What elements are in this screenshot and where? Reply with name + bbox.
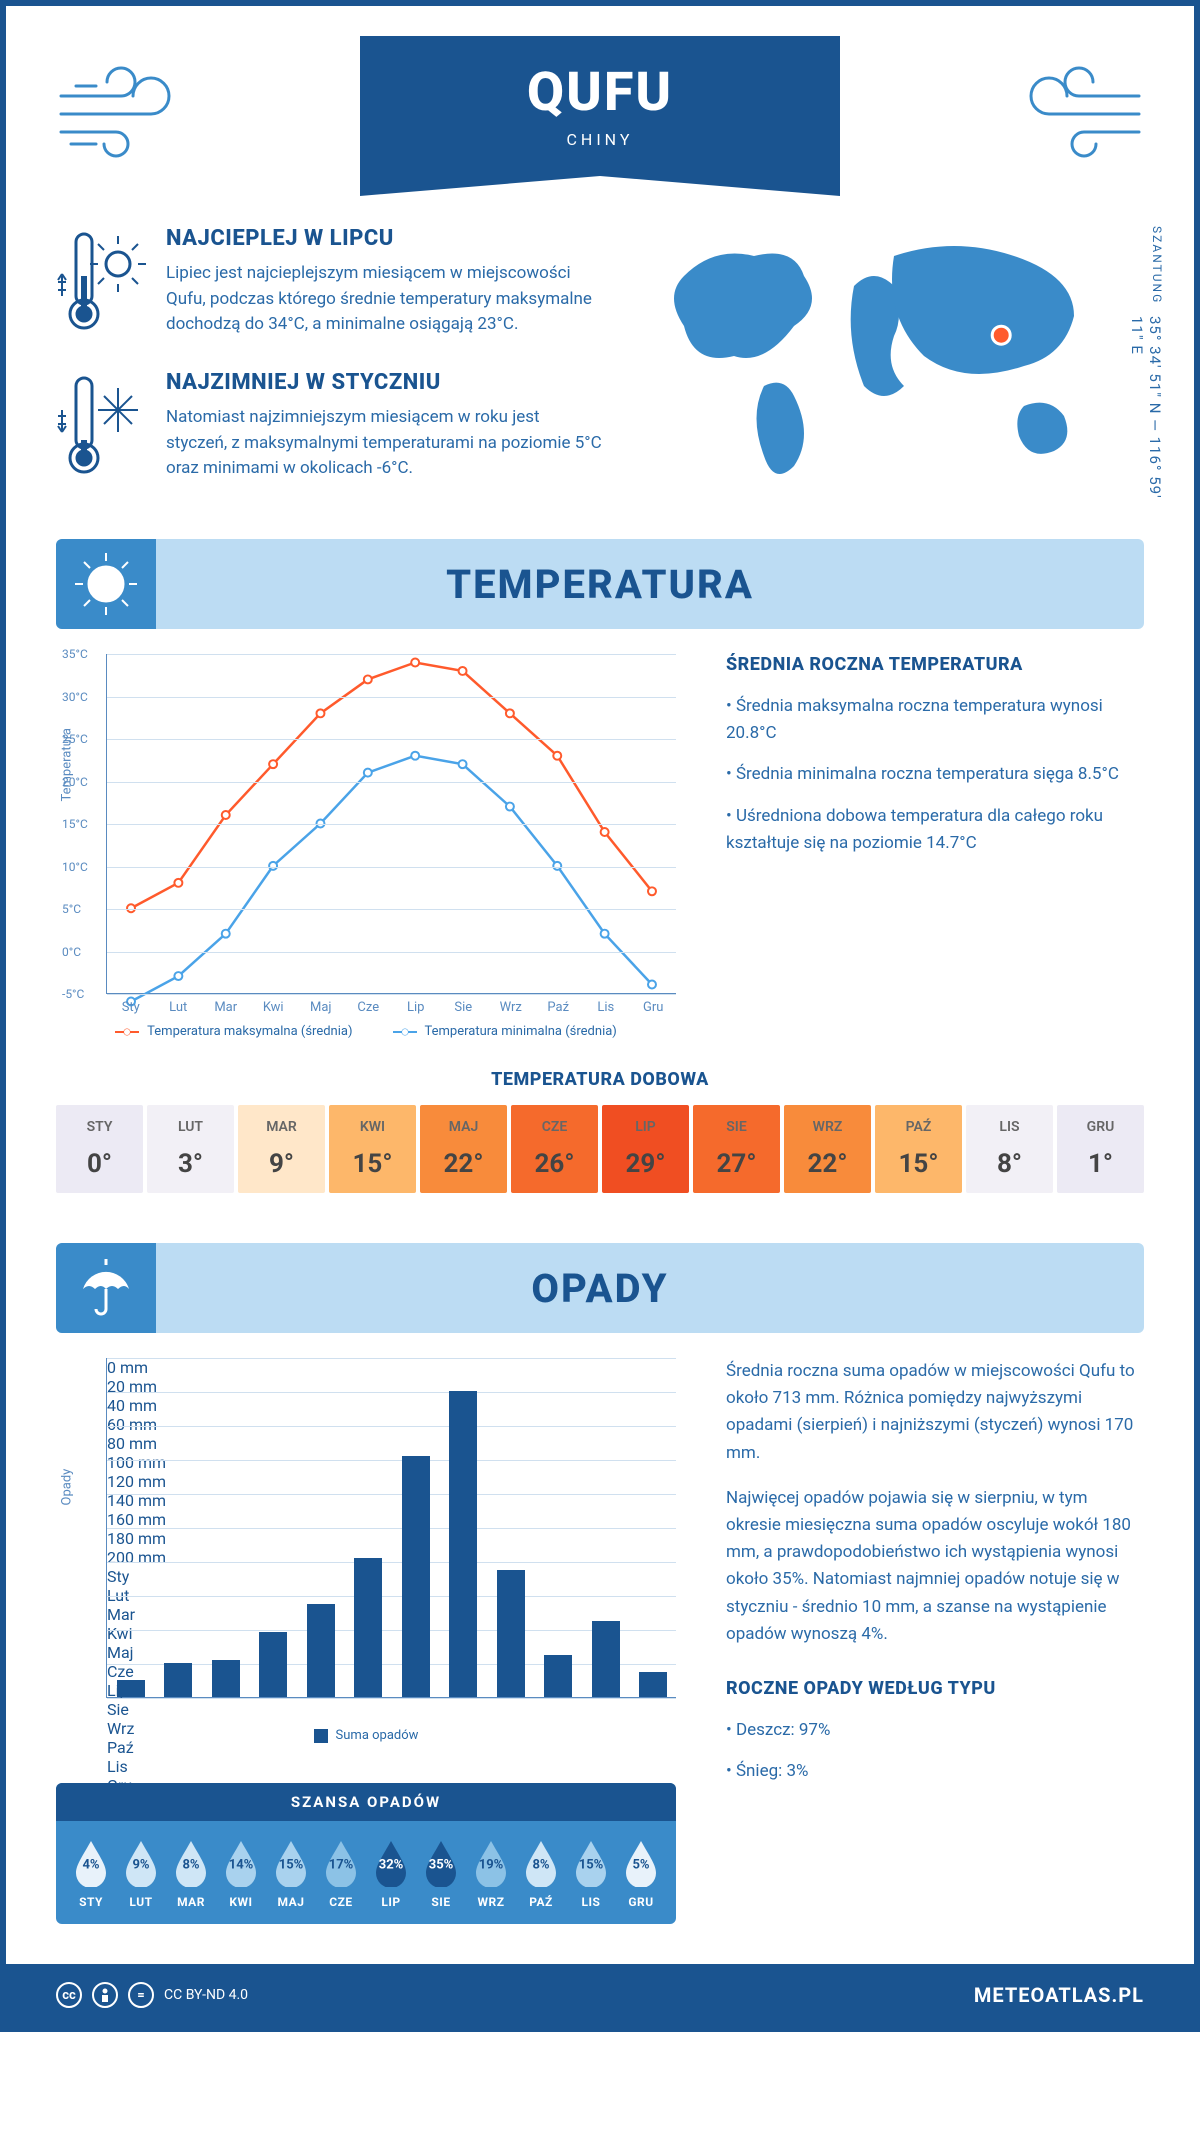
precip-type-bullet: • Deszcz: 97% [726,1717,1144,1744]
warmest-text: Lipiec jest najcieplejszym miesiącem w m… [166,261,604,338]
title-banner: QUFU CHINY [360,36,840,176]
daily-temp-cell: SIE27° [693,1105,780,1193]
rain-chance-cell: 15%LIS [566,1839,616,1909]
precipitation-title: OPADY [156,1265,1144,1312]
by-icon [92,1982,118,2008]
precip-bar [117,1680,145,1697]
city-name: QUFU [360,61,840,124]
rain-chance-cell: 4%STY [66,1839,116,1909]
rain-chance-cell: 14%KWI [216,1839,266,1909]
warmest-block: NAJCIEPLEJ W LIPCU Lipiec jest najcieple… [56,226,604,340]
daily-temp-cell: STY0° [56,1105,143,1193]
raindrop-icon: 8% [172,1839,210,1887]
precipitation-section-header: OPADY [56,1243,1144,1333]
nd-icon: = [128,1982,154,2008]
temperature-section-header: TEMPERATURA [56,539,1144,629]
y-axis-title: Opady [60,1468,75,1505]
legend-label: Temperatura maksymalna (średnia) [147,1024,352,1039]
daily-temp-cell: MAR9° [238,1105,325,1193]
coldest-text: Natomiast najzimniejszym miesiącem w rok… [166,405,604,482]
temperature-line-chart: Temperatura -5°C0°C5°C10°C15°C20°C25°C30… [106,654,676,994]
thermometer-hot-icon [56,226,146,340]
daily-temp-cell: MAJ22° [420,1105,507,1193]
daily-temp-cell: LIP29° [602,1105,689,1193]
wind-icon [1004,56,1144,170]
precip-bar [164,1663,192,1697]
precip-bar [497,1570,525,1698]
country-name: CHINY [360,130,840,149]
wind-icon [56,56,196,170]
raindrop-icon: 17% [322,1839,360,1887]
avg-temp-title: ŚREDNIA ROCZNA TEMPERATURA [726,654,1144,675]
raindrop-icon: 8% [522,1839,560,1887]
rain-chance-cell: 19%WRZ [466,1839,516,1909]
precip-bar [402,1456,430,1697]
precip-bar [639,1672,667,1698]
daily-temp-cell: KWI15° [329,1105,416,1193]
precip-text-2: Najwięcej opadów pojawia się w sierpniu,… [726,1485,1144,1648]
cc-icon: cc [56,1982,82,2008]
footer: cc = CC BY-ND 4.0 METEOATLAS.PL [6,1964,1194,2026]
daily-temp-title: TEMPERATURA DOBOWA [56,1069,1144,1090]
raindrop-icon: 35% [422,1839,460,1887]
rain-chance-cell: 35%SIE [416,1839,466,1909]
region-label: SZANTUNG [1150,226,1164,304]
raindrop-icon: 14% [222,1839,260,1887]
rain-chance-box: SZANSA OPADÓW 4%STY9%LUT8%MAR14%KWI15%MA… [56,1783,676,1924]
temperature-title: TEMPERATURA [156,561,1144,608]
daily-temp-cell: PAŹ15° [875,1105,962,1193]
coldest-block: NAJZIMNIEJ W STYCZNIU Natomiast najzimni… [56,370,604,484]
daily-temp-cell: LUT3° [147,1105,234,1193]
temp-bullet: • Uśredniona dobowa temperatura dla całe… [726,803,1144,857]
rain-chance-cell: 5%GRU [616,1839,666,1909]
temp-bullet: • Średnia maksymalna roczna temperatura … [726,693,1144,747]
rain-chance-cell: 8%PAŹ [516,1839,566,1909]
daily-temp-cell: WRZ22° [784,1105,871,1193]
warmest-title: NAJCIEPLEJ W LIPCU [166,226,604,251]
coldest-title: NAJZIMNIEJ W STYCZNIU [166,370,604,395]
sun-icon [56,539,156,629]
umbrella-icon [56,1243,156,1333]
raindrop-icon: 4% [72,1839,110,1887]
raindrop-icon: 32% [372,1839,410,1887]
rain-chance-cell: 32%LIP [366,1839,416,1909]
license-text: CC BY-ND 4.0 [164,1987,248,2003]
rain-chance-cell: 9%LUT [116,1839,166,1909]
precip-type-bullet: • Śnieg: 3% [726,1758,1144,1785]
precip-bar [354,1558,382,1697]
precip-bar [212,1660,240,1697]
daily-temp-cell: LIS8° [966,1105,1053,1193]
daily-temp-cell: GRU1° [1057,1105,1144,1193]
header: QUFU CHINY [56,36,1144,216]
precip-bar [307,1604,335,1698]
precip-bar [592,1621,620,1698]
location-marker-icon [992,326,1010,344]
coordinates: 35° 34' 51" N — 116° 59' 11" E [1128,316,1164,514]
precip-text-1: Średnia roczna suma opadów w miejscowośc… [726,1358,1144,1467]
temperature-legend: Temperatura maksymalna (średnia) Temperat… [56,1024,676,1039]
rain-chance-cell: 17%CZE [316,1839,366,1909]
site-name: METEOATLAS.PL [974,1983,1144,2007]
raindrop-icon: 19% [472,1839,510,1887]
temp-bullet: • Średnia minimalna roczna temperatura s… [726,761,1144,788]
raindrop-icon: 9% [122,1839,160,1887]
rain-chance-cell: 15%MAJ [266,1839,316,1909]
raindrop-icon: 15% [272,1839,310,1887]
rain-chance-cell: 8%MAR [166,1839,216,1909]
legend-label: Temperatura minimalna (średnia) [425,1024,617,1039]
precip-bar [449,1391,477,1697]
precipitation-bar-chart: Opady 0 mm20 mm40 mm60 mm80 mm100 mm120 … [106,1358,676,1698]
thermometer-cold-icon [56,370,146,484]
precip-bar [544,1655,572,1698]
world-map: SZANTUNG 35° 34' 51" N — 116° 59' 11" E [644,226,1144,514]
precip-bar [259,1632,287,1697]
daily-temp-cell: CZE26° [511,1105,598,1193]
precip-type-title: ROCZNE OPADY WEDŁUG TYPU [726,1678,1144,1699]
daily-temp-table: STY0°LUT3°MAR9°KWI15°MAJ22°CZE26°LIP29°S… [56,1105,1144,1193]
raindrop-icon: 5% [622,1839,660,1887]
raindrop-icon: 15% [572,1839,610,1887]
